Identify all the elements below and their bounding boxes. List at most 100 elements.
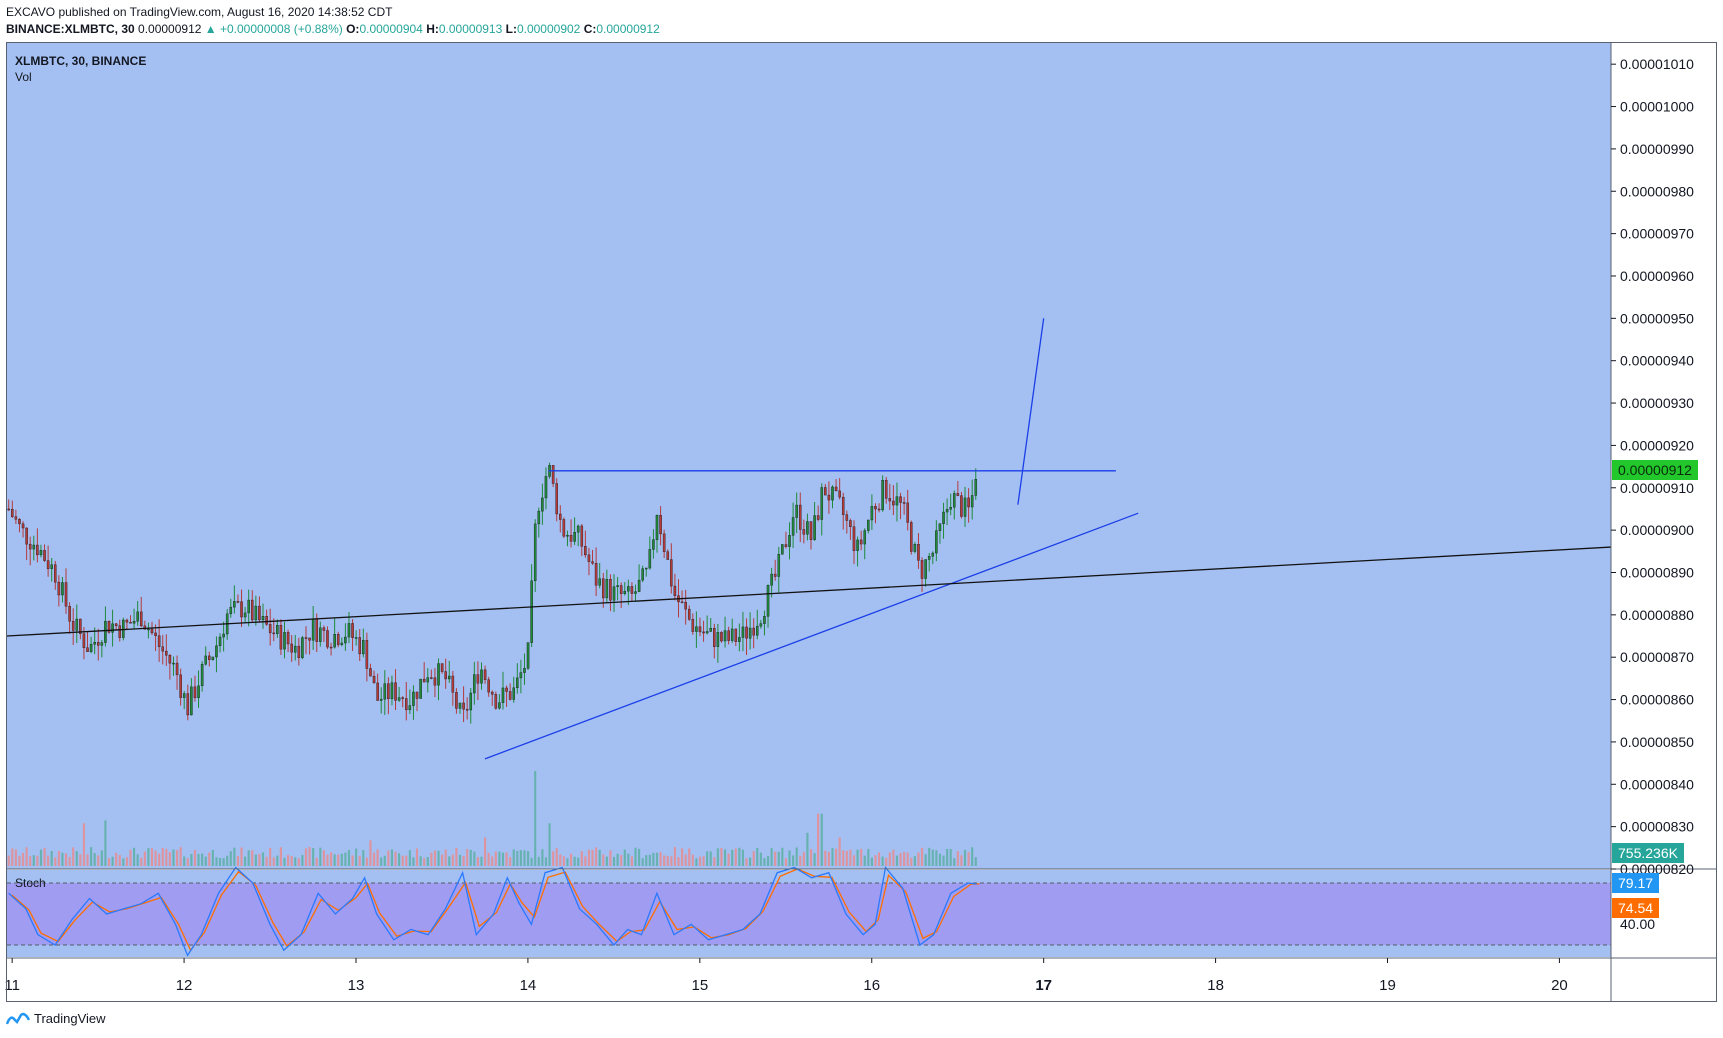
candle-body [276,625,279,634]
volume-bar [917,852,920,866]
candle-body [89,644,93,652]
candle-body [265,615,268,625]
candle-body [197,685,200,698]
volume-bar [938,853,942,866]
volume-bar [953,858,956,866]
time-axis[interactable]: 11 12 13 14 15 16 17 18 19 20 [4,958,1568,994]
time-tick-label: 18 [1207,977,1224,994]
publish-info: EXCAVO published on TradingView.com, Aug… [6,5,393,19]
volume-bar [756,848,759,866]
candle-body [64,582,68,607]
candle-body [727,630,730,641]
footer-brand[interactable]: TradingView [34,1011,106,1026]
rising-trendline[interactable] [484,512,1139,760]
candle-body [344,636,347,644]
volume-bar [835,848,838,866]
volume-bar [222,858,225,866]
volume-bar [562,856,565,866]
volume-bar [480,856,483,866]
volume-bar [312,847,315,866]
volume-bar [90,847,93,866]
long-trendline[interactable] [6,546,1612,637]
ohlc-header: BINANCE:XLMBTC, 30 0.00000912 ▲ +0.00000… [6,22,660,37]
volume-bar [79,854,82,866]
candle-body [673,585,677,596]
candle-body [555,483,558,515]
price-axis[interactable]: 0.000008200.000008300.000008400.00000850… [1611,56,1694,877]
volume-bar [523,850,526,866]
volume-bar [168,852,171,866]
candle-body [372,675,376,684]
volume-bar [519,850,522,866]
candle-body [723,630,727,642]
footer[interactable]: TradingView [6,1011,106,1026]
volume-bar [172,849,175,866]
volume-bar [573,856,576,866]
candle-body [827,494,831,501]
candle-body [781,544,784,555]
volume-bar [122,858,125,866]
candle-body [186,693,190,716]
candle-body [268,624,272,634]
candle-body [813,515,816,540]
candle-body [924,559,927,579]
candle-body [512,687,516,700]
breakout-projection[interactable] [1017,318,1045,505]
candle-body [157,635,161,648]
volume-bar [401,855,404,866]
chart-legend-symbol: XLMBTC, 30, BINANCE [15,54,146,68]
volume-bar [501,852,505,866]
volume-bar [598,849,601,866]
volume-bar [469,849,472,866]
volume-bar [512,849,515,866]
candle-body [480,669,483,684]
volume-bar [147,848,150,866]
candle-body [54,564,57,583]
volume-bar [437,850,440,866]
volume-bar [458,854,462,866]
volume-bar [236,856,240,866]
candle-body [838,490,841,498]
volume-bar [448,856,451,866]
volume-bar [802,852,805,866]
candle-body [913,544,917,552]
volume-bar [355,848,358,866]
candle-body [79,618,82,634]
candle-body [508,691,512,700]
volume-bar [946,848,949,866]
candle-body [845,514,849,521]
candle-body [28,543,32,550]
volume-bar [190,853,193,866]
candle-body [756,625,759,636]
candle-body [147,628,150,631]
volume-bar [133,847,136,866]
candle-body [18,519,21,525]
candle-body [430,677,433,679]
candle-body [770,573,773,586]
candle-body [573,531,576,542]
candle-body [720,632,723,642]
candle-body [895,496,899,506]
volume-bar [154,850,157,866]
volume-bar [580,851,583,866]
volume-bar [602,854,605,866]
volume-bar [920,847,924,866]
candle-body [82,633,86,648]
candle-body [666,551,670,560]
candle-body [824,487,827,496]
volume-bar [14,849,17,866]
price-chart[interactable]: 0.000008200.000008300.000008400.00000850… [0,0,1723,1010]
volume-bar [634,847,637,866]
candle-body [11,508,14,517]
volume-bar [924,854,927,866]
candle-body [390,682,394,700]
candle-body [336,634,340,645]
volume-bar [813,853,816,866]
time-tick-label: 15 [691,977,708,994]
candle-body [254,605,258,621]
volume-bar [226,855,229,866]
volume-bar [663,855,666,866]
volume-bar [265,856,268,866]
volume-bar [788,850,791,866]
candle-body [831,486,834,501]
